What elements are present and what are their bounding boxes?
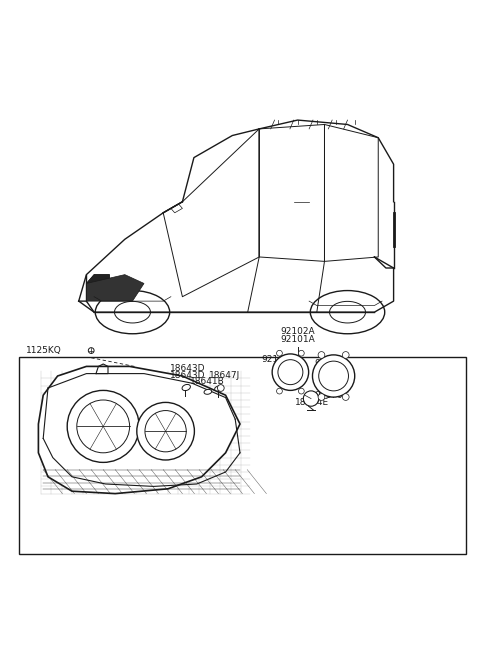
Text: 1125KQ: 1125KQ [26, 346, 62, 355]
Ellipse shape [204, 390, 212, 394]
Circle shape [217, 384, 224, 392]
Text: 18643D: 18643D [170, 364, 206, 373]
Text: 92101A: 92101A [281, 335, 315, 344]
Circle shape [272, 354, 309, 390]
Text: 18641B: 18641B [190, 377, 224, 386]
Text: 18643D: 18643D [170, 371, 206, 380]
Circle shape [299, 388, 304, 394]
Circle shape [299, 350, 304, 356]
Text: 92102A: 92102A [281, 327, 315, 337]
Text: 18644E: 18644E [295, 398, 329, 407]
Circle shape [67, 390, 139, 462]
Circle shape [342, 394, 349, 400]
Text: 92170C: 92170C [314, 391, 349, 400]
Circle shape [303, 391, 319, 406]
Ellipse shape [182, 384, 191, 390]
Circle shape [137, 402, 194, 460]
Circle shape [88, 348, 94, 354]
Bar [19, 357, 466, 554]
Text: 92140E: 92140E [314, 359, 348, 369]
Circle shape [318, 352, 325, 358]
Ellipse shape [215, 386, 222, 391]
Circle shape [342, 352, 349, 358]
Text: 18647J: 18647J [209, 371, 240, 380]
Polygon shape [38, 367, 240, 493]
Circle shape [318, 394, 325, 400]
Circle shape [276, 388, 282, 394]
Circle shape [312, 355, 355, 397]
Polygon shape [86, 275, 109, 283]
Polygon shape [86, 275, 144, 301]
Text: 92161A: 92161A [262, 355, 296, 363]
Circle shape [276, 350, 282, 356]
